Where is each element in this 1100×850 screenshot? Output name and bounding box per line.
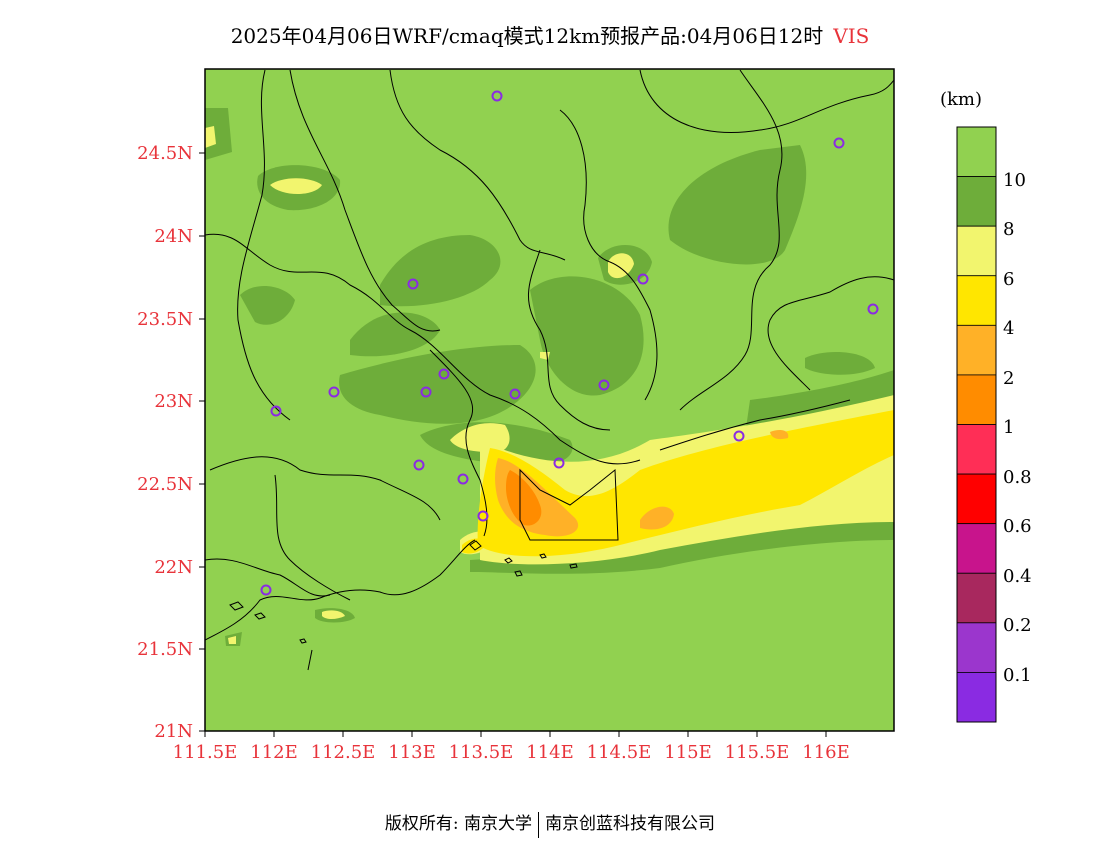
station-marker	[509, 388, 521, 400]
y-tick-label: 24N	[154, 226, 193, 247]
footer-right: 南京创蓝科技有限公司	[545, 814, 716, 834]
vis-4-6-zones	[462, 410, 894, 557]
colorbar-swatch	[956, 324, 997, 376]
colorbar-label: 0.6	[1003, 516, 1032, 537]
colorbar-label: 0.1	[1003, 665, 1032, 686]
title-variable: VIS	[833, 24, 870, 48]
x-tick-label: 115E	[664, 742, 712, 763]
y-tick-label: 22N	[154, 557, 193, 578]
x-axis-labels: 111.5E 112E 112.5E 113E 113.5E 114E 114.…	[173, 742, 850, 763]
coastal-islands	[229, 540, 578, 671]
colorbar-label: 4	[1003, 318, 1014, 339]
y-tick-label: 23.5N	[137, 309, 193, 330]
colorbar-label: 8	[1003, 219, 1014, 240]
colorbar-swatch	[956, 523, 997, 574]
x-axis-ticks	[204, 731, 827, 737]
station-marker	[420, 386, 432, 398]
station-marker	[867, 303, 879, 315]
x-tick-label: 113E	[388, 742, 436, 763]
y-axis-ticks	[199, 152, 205, 732]
colorbar-swatch	[956, 622, 997, 673]
station-marker	[407, 278, 419, 290]
colorbar-label: 0.2	[1003, 615, 1032, 636]
colorbar-label: 2	[1003, 368, 1014, 389]
title-main: 2025年04月06日WRF/cmaq模式12km预报产品:04月06日12时	[230, 24, 824, 48]
copyright-footer: 版权所有: 南京大学 南京创蓝科技有限公司	[0, 809, 1100, 838]
colorbar-label: 10	[1003, 170, 1026, 191]
station-marker	[328, 386, 340, 398]
station-marker	[637, 273, 649, 285]
colorbar-unit: (km)	[940, 89, 983, 110]
station-marker	[598, 379, 610, 391]
station-marker	[553, 457, 565, 469]
colorbar-swatch	[956, 473, 997, 525]
x-tick-label: 113.5E	[449, 742, 514, 763]
station-marker	[270, 405, 282, 417]
colorbar-swatch	[956, 424, 997, 475]
colorbar-frame	[956, 126, 997, 723]
station-marker	[477, 510, 489, 522]
colorbar-label: 0.4	[1003, 566, 1032, 587]
station-marker	[457, 473, 469, 485]
colorbar-swatch	[956, 275, 997, 326]
station-marker	[833, 137, 845, 149]
colorbar-label: 0.8	[1003, 467, 1032, 488]
x-tick-label: 111.5E	[173, 742, 238, 763]
admin-boundaries	[205, 69, 894, 641]
x-tick-label: 112E	[250, 742, 298, 763]
station-marker	[260, 584, 272, 596]
vis-1-2-zones	[506, 470, 542, 526]
colorbar-swatch	[956, 225, 997, 277]
colorbar-swatch	[956, 176, 997, 227]
colorbar-swatches	[956, 126, 997, 723]
y-axis-labels: 24.5N 24N 23.5N 23N 22.5N 22N 21.5N 21N	[137, 143, 193, 742]
x-tick-label: 116E	[802, 742, 850, 763]
station-marker	[733, 430, 745, 442]
city-boundary-box	[519, 468, 619, 541]
footer-separator	[538, 811, 540, 838]
colorbar-swatch	[956, 126, 997, 177]
x-tick-label: 112.5E	[311, 742, 376, 763]
colorbar-label: 1	[1003, 417, 1014, 438]
station-marker	[491, 90, 503, 102]
station-marker	[413, 459, 425, 471]
footer-left: 版权所有: 南京大学	[384, 814, 533, 834]
y-tick-label: 21.5N	[137, 639, 193, 660]
colorbar-labels: 10 8 6 4 2 1 0.8 0.6 0.4 0.2 0.1	[1003, 170, 1032, 686]
station-marker	[438, 368, 450, 380]
colorbar-swatch	[956, 672, 997, 723]
x-tick-label: 114.5E	[587, 742, 652, 763]
colorbar-swatch	[956, 572, 997, 624]
colorbar-swatch	[956, 374, 997, 425]
colorbar-label: 6	[1003, 269, 1014, 290]
colorbar: 10 8 6 4 2 1 0.8 0.6 0.4 0.2 0.1	[956, 126, 1032, 723]
y-tick-label: 22.5N	[137, 474, 193, 495]
map-title: 2025年04月06日WRF/cmaq模式12km预报产品:04月06日12时 V…	[0, 20, 1100, 49]
station-markers	[260, 90, 879, 596]
x-tick-label: 114E	[526, 742, 574, 763]
y-tick-label: 24.5N	[137, 143, 193, 164]
y-tick-label: 23N	[154, 391, 193, 412]
y-tick-label: 21N	[154, 721, 193, 742]
map-field	[205, 69, 894, 731]
x-tick-label: 115.5E	[725, 742, 790, 763]
